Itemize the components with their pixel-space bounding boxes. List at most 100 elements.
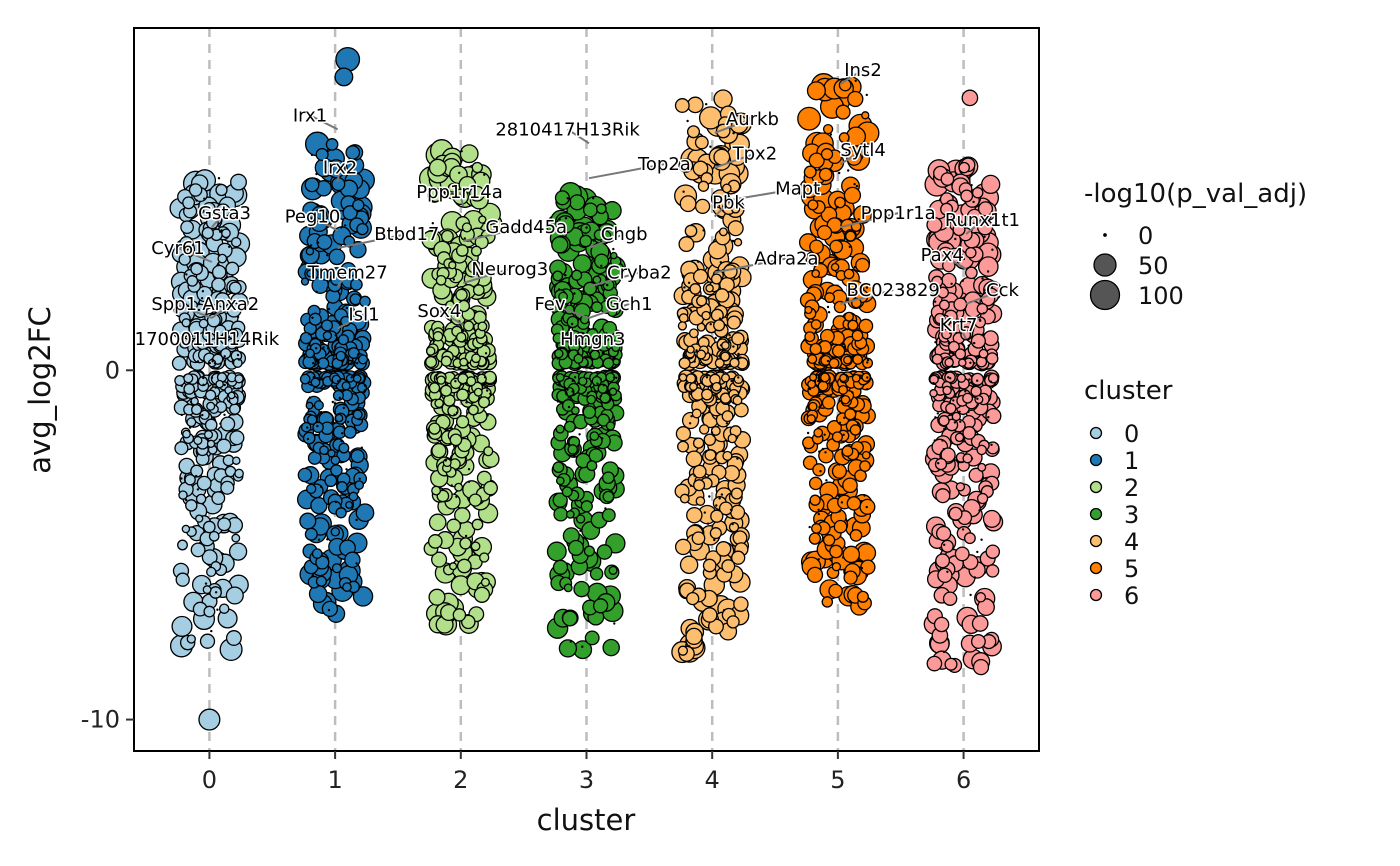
point-cluster-6	[958, 358, 967, 367]
point-cluster-5	[865, 93, 868, 97]
point-cluster-0	[217, 263, 220, 266]
gene-label-sox4: Sox4	[417, 301, 461, 322]
point-cluster-2	[471, 518, 484, 531]
point-cluster-0	[195, 199, 198, 202]
gene-label-pax4: Pax4	[921, 245, 964, 266]
point-cluster-6	[943, 543, 946, 546]
x-tick-label: 6	[956, 766, 971, 794]
point-cluster-3	[556, 357, 559, 360]
point-cluster-3	[573, 580, 590, 598]
point-cluster-3	[578, 376, 588, 386]
point-cluster-5	[809, 342, 822, 356]
point-cluster-1	[352, 374, 362, 383]
point-cluster-3	[596, 382, 599, 385]
point-cluster-5	[843, 268, 855, 280]
point-cluster-3	[592, 239, 595, 242]
point-cluster-3	[579, 529, 582, 532]
point-cluster-6	[987, 416, 990, 419]
x-tick-label: 5	[830, 766, 845, 794]
point-cluster-3	[591, 427, 594, 430]
point-cluster-6	[986, 270, 990, 273]
point-cluster-2	[464, 534, 468, 538]
point-cluster-1	[305, 348, 315, 359]
point-cluster-6	[977, 256, 999, 277]
point-cluster-6	[979, 319, 982, 322]
point-cluster-1	[345, 145, 361, 160]
point-cluster-1	[326, 347, 330, 350]
point-cluster-6	[972, 200, 975, 204]
point-cluster-0	[206, 439, 216, 448]
point-cluster-1	[357, 353, 360, 356]
point-cluster-4	[733, 238, 743, 247]
point-cluster-1	[336, 481, 348, 493]
point-cluster-4	[678, 373, 688, 382]
point-cluster-2	[450, 484, 453, 487]
point-cluster-4	[732, 132, 735, 135]
gene-label-1700011h14rik: 1700011H14Rik	[135, 329, 280, 350]
point-cluster-5	[808, 476, 823, 491]
point-cluster-2	[483, 446, 494, 457]
point-cluster-0	[237, 387, 240, 390]
point-cluster-4	[691, 408, 702, 419]
point-cluster-4	[691, 531, 706, 546]
point-cluster-5	[844, 408, 857, 421]
point-cluster-5	[838, 463, 841, 466]
point-cluster-6	[985, 564, 1000, 578]
point-cluster-0	[217, 253, 228, 264]
point-cluster-2	[432, 331, 444, 342]
point-cluster-4	[693, 479, 706, 492]
point-cluster-0	[206, 401, 216, 411]
point-cluster-6	[950, 282, 953, 285]
point-cluster-5	[860, 566, 864, 570]
point-cluster-0	[195, 474, 198, 478]
gene-label-spp1: Spp1	[151, 294, 197, 315]
gene-label-pbk: Pbk	[712, 193, 745, 214]
point-cluster-2	[425, 355, 438, 369]
point-cluster-1	[352, 586, 374, 607]
point-cluster-0	[205, 216, 219, 230]
point-cluster-3	[581, 645, 584, 648]
point-cluster-3	[606, 389, 609, 392]
point-cluster-1	[352, 409, 363, 420]
point-cluster-2	[466, 376, 477, 387]
y-axis-title: avg_log2FC	[23, 306, 57, 473]
point-cluster-5	[816, 224, 833, 241]
point-cluster-3	[602, 320, 618, 336]
point-cluster-6	[937, 567, 953, 584]
point-cluster-0	[230, 173, 247, 191]
point-cluster-6	[953, 297, 968, 312]
gene-label-cck: Cck	[986, 280, 1019, 301]
point-cluster-6	[943, 427, 946, 431]
point-cluster-4	[718, 227, 728, 237]
point-cluster-2	[428, 588, 446, 606]
point-cluster-0	[226, 302, 242, 318]
point-cluster-3	[563, 420, 576, 433]
point-cluster-6	[962, 453, 973, 464]
point-cluster-5	[807, 199, 819, 211]
point-cluster-3	[573, 376, 577, 379]
point-cluster-5	[847, 169, 850, 172]
point-cluster-6	[980, 538, 983, 541]
point-cluster-2	[464, 457, 468, 460]
point-cluster-2	[471, 353, 481, 364]
point-cluster-1	[304, 177, 320, 193]
point-cluster-5	[817, 558, 820, 561]
cluster-legend-key	[1089, 426, 1103, 440]
point-cluster-0	[213, 362, 217, 365]
point-cluster-5	[848, 245, 851, 248]
point-cluster-3	[585, 226, 588, 229]
point-cluster-6	[985, 477, 988, 480]
point-cluster-1	[299, 373, 311, 385]
point-cluster-5	[837, 494, 840, 497]
point-cluster-0	[202, 520, 216, 534]
point-cluster-0	[228, 281, 242, 295]
cluster-legend-label: 3	[1124, 501, 1139, 529]
point-cluster-5	[853, 265, 857, 269]
point-cluster-4	[677, 321, 688, 331]
point-cluster-5	[829, 133, 833, 136]
point-cluster-0	[180, 384, 183, 388]
point-cluster-4	[678, 236, 695, 253]
x-tick-label: 2	[453, 766, 468, 794]
point-cluster-3	[554, 190, 570, 206]
